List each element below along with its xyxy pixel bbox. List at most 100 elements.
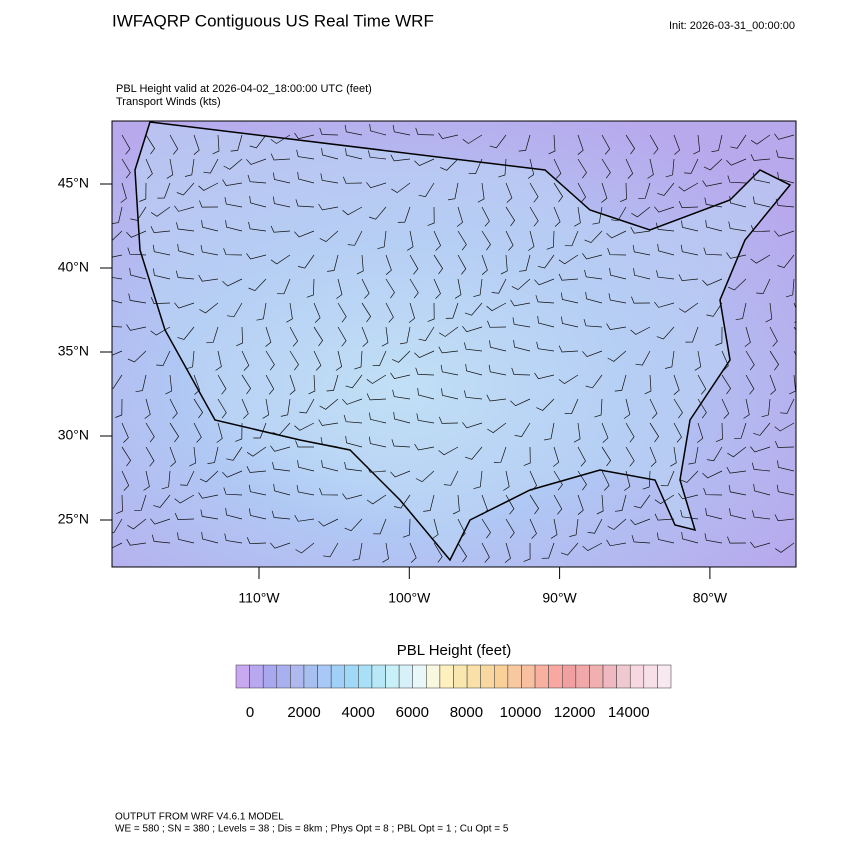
wind-barb	[481, 518, 491, 539]
wind-barb	[392, 124, 411, 136]
wind-barb	[673, 374, 680, 395]
wind-barb	[318, 518, 339, 527]
colorbar-swatch	[358, 664, 373, 689]
wind-barb	[729, 508, 747, 520]
wind-barb	[703, 158, 723, 171]
wind-barb	[414, 443, 435, 451]
wind-barb	[511, 278, 531, 291]
wind-barb	[693, 134, 701, 155]
wind-barb	[366, 182, 387, 189]
wind-barb	[342, 176, 363, 184]
wind-barb	[313, 326, 324, 347]
wind-barb	[504, 542, 511, 563]
wind-barb	[343, 414, 363, 424]
wind-barb	[177, 532, 195, 544]
wind-barb	[246, 537, 267, 545]
wind-barb	[558, 273, 579, 281]
wind-barb	[217, 374, 227, 395]
wind-barb	[553, 470, 563, 491]
wind-barb	[336, 278, 343, 299]
wind-barb	[306, 278, 315, 298]
wind-barb	[215, 350, 222, 371]
wind-barb	[558, 374, 579, 385]
wind-barb	[272, 462, 291, 472]
colorbar-swatch	[330, 664, 345, 689]
wind-barb	[225, 220, 243, 232]
wind-barb	[721, 350, 729, 371]
colorbar-label: 4000	[342, 704, 375, 721]
lat-label: 30°N	[58, 427, 89, 443]
wind-barb	[512, 317, 531, 328]
wind-barb	[607, 350, 627, 362]
wind-barb	[745, 374, 755, 395]
wind-barb	[785, 278, 795, 298]
wind-barb	[438, 346, 459, 354]
wind-barb	[609, 268, 627, 280]
wind-barb	[185, 350, 195, 370]
wind-barb	[134, 494, 147, 512]
wind-barb	[463, 342, 483, 352]
wind-barb	[727, 446, 747, 458]
wind-barb	[295, 199, 315, 208]
wind-barb	[361, 278, 370, 299]
wind-barb	[318, 419, 339, 426]
wind-barb	[753, 196, 771, 208]
wind-barb	[776, 150, 795, 160]
wind-barb	[519, 254, 531, 272]
wind-barb	[493, 446, 507, 463]
wind-barb	[462, 422, 483, 429]
wind-barb	[313, 302, 321, 323]
wind-barb	[286, 302, 293, 323]
wind-barb	[356, 254, 364, 275]
wind-barb	[654, 206, 675, 213]
wind-barb	[161, 470, 171, 490]
wind-barb	[273, 483, 291, 496]
wind-barb	[657, 243, 675, 256]
wind-barb	[126, 538, 147, 546]
wind-barb	[510, 398, 531, 407]
wind-barb	[112, 542, 123, 549]
wind-barb	[541, 542, 555, 559]
colorbar-swatch	[507, 664, 522, 689]
wind-barb	[372, 350, 387, 366]
wind-barb	[390, 470, 411, 478]
wind-barb	[127, 518, 147, 530]
wind-barb	[750, 541, 771, 548]
wind-barb	[552, 446, 560, 467]
wind-barb	[432, 518, 439, 539]
wind-barb	[647, 158, 654, 179]
wind-barb	[560, 292, 579, 304]
wind-barb	[265, 350, 275, 371]
wind-barb	[553, 494, 563, 515]
wind-barb	[560, 542, 579, 556]
wind-barb	[481, 542, 490, 563]
wind-barb	[296, 485, 315, 496]
wind-barb	[750, 225, 771, 233]
wind-barb	[481, 494, 488, 515]
wind-barb	[416, 413, 435, 424]
wind-barb	[313, 350, 322, 371]
wind-barb	[440, 158, 459, 171]
wind-barb	[656, 532, 675, 544]
wind-barb	[705, 508, 723, 520]
wind-barb	[241, 350, 250, 371]
wind-barb	[230, 134, 243, 152]
wind-barb	[750, 134, 771, 145]
wind-barb	[409, 542, 417, 563]
wind-barb	[377, 230, 387, 250]
wind-barb	[201, 532, 219, 544]
wind-barb	[115, 494, 123, 515]
wind-barb	[477, 182, 485, 203]
wind-barb	[121, 446, 132, 467]
wind-barb	[390, 372, 411, 379]
wind-barb	[381, 326, 389, 347]
colorbar-swatch	[521, 664, 536, 689]
wind-barb	[174, 302, 195, 309]
colorbar-swatch	[466, 664, 481, 689]
wind-barb	[271, 510, 291, 520]
wind-barb	[706, 446, 723, 462]
wind-barb	[327, 254, 339, 272]
wind-barb	[614, 494, 627, 512]
wind-barb	[248, 484, 267, 496]
wind-barb	[468, 158, 483, 174]
